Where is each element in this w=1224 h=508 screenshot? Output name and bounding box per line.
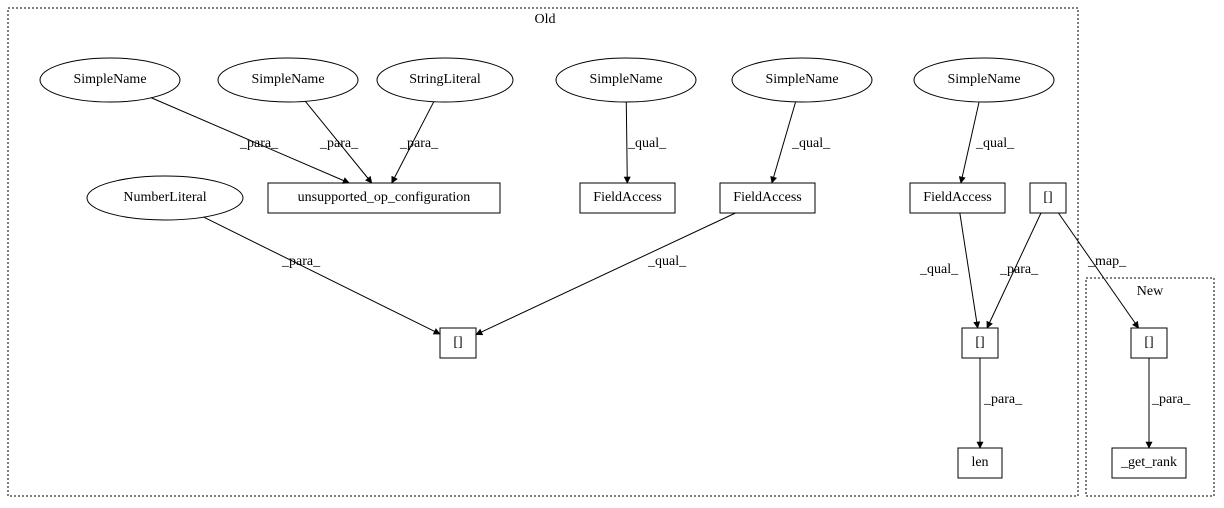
- edge-sn1-uoc-label: _para_: [239, 136, 279, 151]
- edge-sn6-fa3-label: _qual_: [975, 136, 1015, 151]
- node-sn6-label: SimpleName: [947, 72, 1020, 87]
- node-fa3-label: FieldAccess: [923, 190, 991, 205]
- edge-fa3-arr3-label: _qual_: [919, 262, 959, 277]
- edge-arr1-arr4-label: _map_: [1087, 254, 1127, 269]
- edge-nl7-arr2-label: _para_: [281, 254, 321, 269]
- cluster-old: [8, 8, 1078, 496]
- node-len-label: len: [971, 455, 988, 470]
- edge-sn5-fa2-label: _qual_: [791, 136, 831, 151]
- cluster-old-label: Old: [535, 12, 556, 27]
- node-arr2-label: []: [453, 335, 462, 350]
- node-nl7-label: NumberLiteral: [123, 190, 206, 205]
- edge-sn4-fa1-label: _qual_: [627, 136, 667, 151]
- diagram-svg: Old New SimpleName SimpleName StringLiteral S…: [0, 0, 1224, 508]
- edge-sn2-uoc-label: _para_: [319, 136, 359, 151]
- node-sn4-label: SimpleName: [589, 72, 662, 87]
- edge-nl7-arr2: [204, 217, 440, 334]
- edge-fa3-arr3: [960, 213, 978, 328]
- node-uoc-label: unsupported_op_configuration: [298, 190, 471, 205]
- cluster-new-label: New: [1137, 284, 1164, 299]
- edge-sl3-uoc-label: _para_: [399, 136, 439, 151]
- node-sl3-label: StringLiteral: [409, 72, 481, 87]
- node-arr3-label: []: [975, 335, 984, 350]
- node-grnk-label: _get_rank: [1120, 455, 1177, 470]
- edge-fa2-arr2: [476, 213, 735, 335]
- node-sn5-label: SimpleName: [765, 72, 838, 87]
- node-fa1-label: FieldAccess: [593, 190, 661, 205]
- node-sn1-label: SimpleName: [73, 72, 146, 87]
- node-arr4-label: []: [1144, 335, 1153, 350]
- node-sn2-label: SimpleName: [251, 72, 324, 87]
- edge-arr4-grnk-label: _para_: [1151, 392, 1191, 407]
- edge-arr1-arr4: [1058, 213, 1138, 328]
- node-arr1-label: []: [1043, 190, 1052, 205]
- edge-arr3-len-label: _para_: [983, 392, 1023, 407]
- edge-arr1-arr3-label: _para_: [999, 262, 1039, 277]
- edge-fa2-arr2-label: _qual_: [647, 254, 687, 269]
- node-fa2-label: FieldAccess: [733, 190, 801, 205]
